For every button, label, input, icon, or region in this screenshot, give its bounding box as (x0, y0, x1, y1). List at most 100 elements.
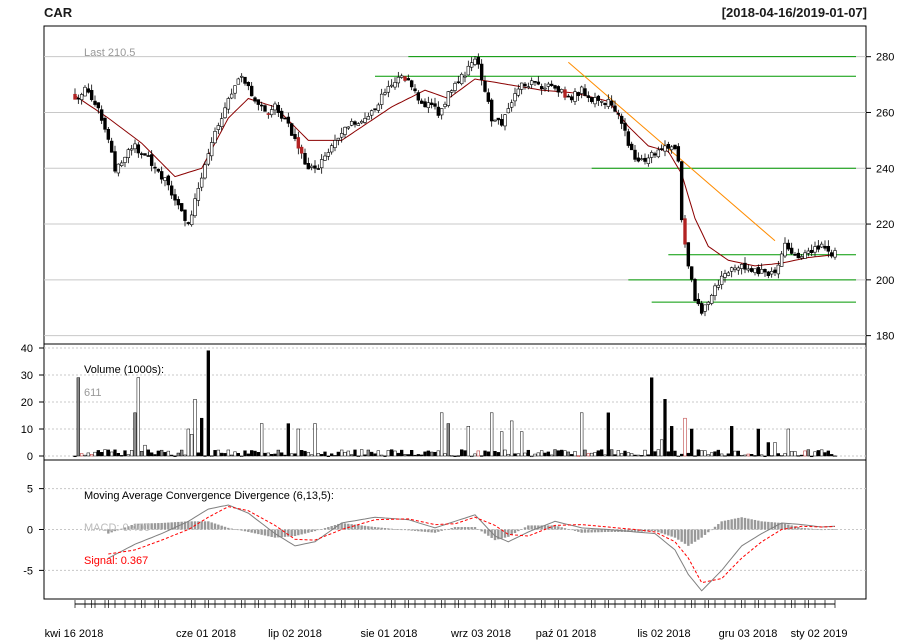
volume-bar (823, 452, 827, 457)
volume-bar (783, 453, 787, 457)
macd-histogram-bar (310, 529, 313, 532)
candle-body (746, 268, 751, 271)
macd-histogram-bar (117, 529, 120, 531)
volume-bar (740, 454, 744, 457)
volume-bar (476, 450, 480, 457)
macd-histogram-bar (127, 526, 130, 530)
candle-body (679, 161, 684, 221)
volume-bar (300, 450, 304, 457)
volume-y-tick-label: 40 (21, 343, 33, 355)
volume-bar (696, 449, 700, 457)
volume-bar (180, 449, 184, 457)
volume-bar (293, 453, 297, 457)
macd-histogram-bar (287, 529, 290, 537)
volume-bar (263, 452, 267, 457)
macd-histogram-bar (157, 523, 160, 530)
macd-histogram-bar (350, 524, 353, 530)
volume-bar (423, 451, 427, 457)
macd-histogram-bar (690, 529, 693, 544)
volume-bar (656, 449, 660, 457)
macd-histogram-bar (410, 529, 413, 531)
volume-bar (210, 455, 214, 457)
macd-histogram-bar (733, 518, 737, 530)
candle-body (536, 81, 541, 85)
macd-histogram-bar (373, 527, 377, 530)
volume-bar (96, 450, 100, 457)
candle-body (583, 88, 587, 96)
macd-histogram-bar (660, 529, 663, 534)
macd-histogram-bar (403, 529, 407, 531)
macd-histogram-bar (757, 520, 760, 530)
macd-histogram-bar (553, 525, 557, 530)
candle-body (783, 242, 787, 257)
volume-bar (556, 450, 560, 457)
candle-body (226, 98, 231, 110)
candle-body (126, 149, 131, 158)
macd-histogram-bar (453, 527, 457, 530)
macd-histogram-bar (780, 522, 783, 530)
macd-histogram-bar (387, 528, 390, 530)
candle-body (179, 203, 184, 212)
volume-bar (816, 450, 820, 457)
macd-histogram-bar (713, 526, 717, 530)
price-y-tick-label: 220 (876, 219, 894, 231)
macd-histogram-bar (473, 527, 477, 530)
volume-bar (720, 453, 724, 457)
volume-bar (540, 450, 544, 457)
candle-body (239, 75, 244, 78)
volume-bar (753, 455, 757, 457)
volume-bar (126, 454, 130, 457)
volume-bar (320, 454, 324, 457)
macd-histogram-bar (480, 529, 483, 532)
candle-body (146, 155, 151, 157)
volume-bar (73, 455, 77, 458)
volume-bar (760, 454, 764, 457)
volume-bar (110, 451, 114, 457)
macd-histogram-bar (107, 529, 110, 534)
volume-bar (463, 450, 467, 457)
macd-histogram-bar (337, 523, 340, 530)
volume-bar (723, 455, 727, 457)
volume-bar (143, 444, 147, 457)
price-y-tick-label: 180 (876, 331, 894, 343)
macd-histogram-bar (697, 529, 700, 540)
volume-panel: 0 10 20 30 40 Volume (1000s): 611 (21, 343, 867, 463)
price-y-tick-label: 280 (876, 52, 894, 64)
macd-histogram-bar (680, 529, 683, 542)
macd-histogram-bar (533, 525, 537, 530)
candle-body (99, 109, 104, 121)
signal-line (108, 506, 836, 584)
volume-bar (280, 452, 284, 457)
macd-histogram-bar (357, 525, 360, 530)
macd-histogram-bar (180, 521, 183, 530)
candle-body (246, 82, 251, 87)
x-axis-tick-label: kwi 16 2018 (45, 628, 104, 640)
volume-bar (586, 453, 590, 457)
macd-histogram-bar (460, 527, 463, 530)
volume-bar (163, 452, 167, 457)
macd-histogram-bar (280, 529, 283, 538)
macd-histogram-bar (150, 523, 153, 530)
macd-histogram-bar (630, 529, 633, 532)
volume-y-tick-label: 30 (21, 370, 33, 382)
volume-bar (833, 455, 837, 457)
volume-bar (113, 449, 117, 457)
volume-bar (526, 449, 530, 457)
volume-bar (130, 450, 134, 457)
candle-body (766, 271, 771, 276)
candle-body (156, 168, 161, 172)
macd-histogram-bar (570, 529, 573, 531)
volume-bar (250, 450, 254, 457)
macd-histogram-bar (277, 529, 280, 538)
macd-histogram-bar (490, 529, 493, 538)
candle-body (749, 268, 754, 272)
candle-body (263, 105, 267, 112)
macd-histogram-bar (803, 528, 807, 530)
chart-symbol: CAR (44, 5, 73, 20)
macd-histogram-bar (257, 529, 260, 535)
candle-body (243, 76, 247, 84)
volume-bar (243, 450, 247, 457)
volume-bar (133, 412, 137, 457)
candle-body (643, 157, 647, 162)
volume-bar (506, 453, 510, 457)
